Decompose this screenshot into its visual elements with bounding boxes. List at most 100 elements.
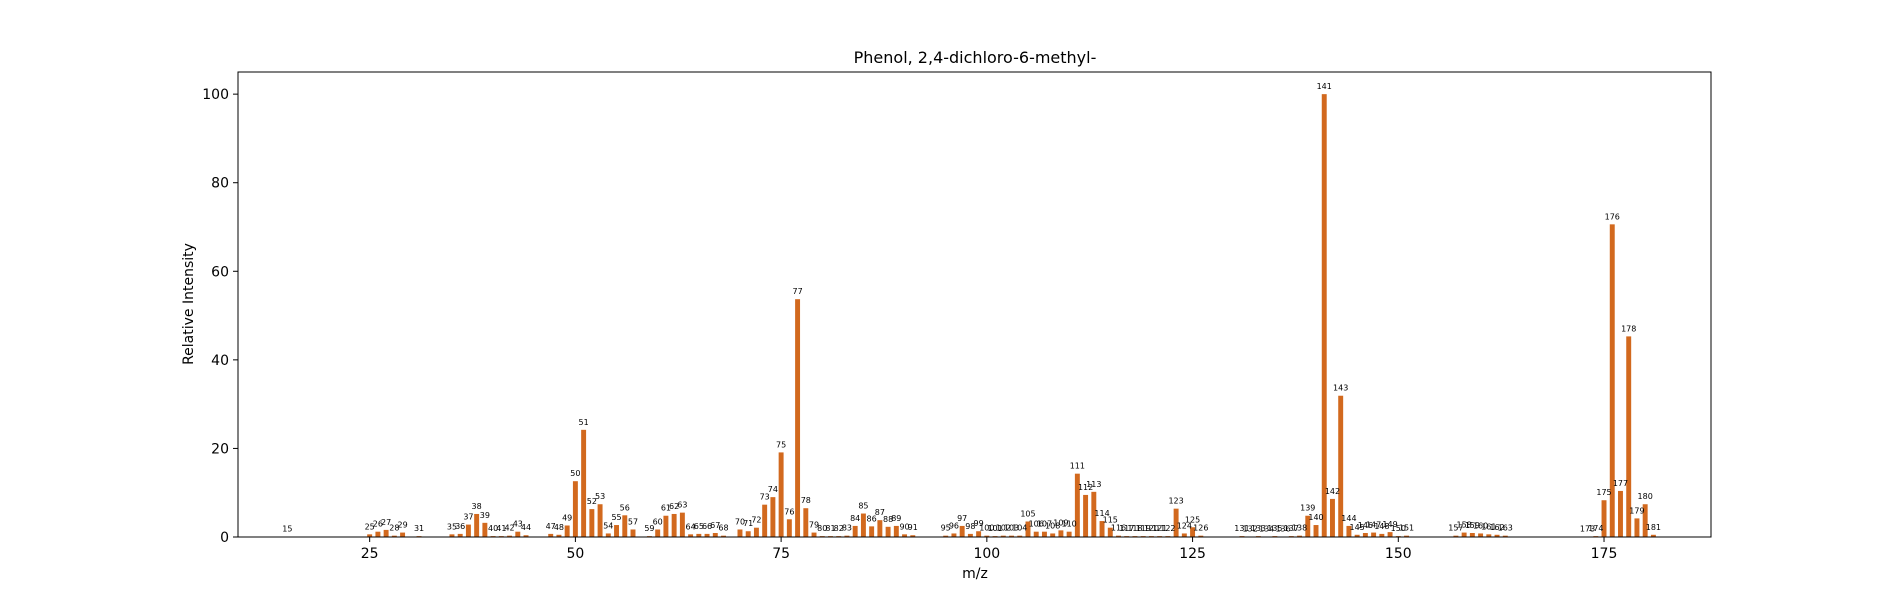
bar-mz-95: [943, 535, 949, 537]
bar-label-mz-70: 70: [735, 517, 745, 526]
bar-label-mz-83: 83: [842, 524, 852, 533]
y-tick-label: 40: [211, 353, 229, 369]
bar-label-mz-161: 161: [1481, 522, 1496, 531]
bar-mz-52: [589, 509, 595, 537]
bar-mz-36: [457, 533, 463, 537]
bar-mz-145: [1354, 534, 1360, 537]
bar-mz-151: [1404, 535, 1409, 537]
bar-label-mz-89: 89: [891, 514, 901, 523]
bar-label-mz-119: 119: [1136, 524, 1151, 533]
bar-mz-87: [877, 520, 883, 537]
bar-label-mz-150: 150: [1391, 524, 1406, 533]
bar-label-mz-174: 174: [1588, 524, 1603, 533]
bar-mz-108: [1050, 533, 1056, 537]
bar-label-mz-115: 115: [1103, 516, 1118, 525]
bar-label-mz-100: 100: [979, 524, 994, 533]
bar-label-mz-64: 64: [686, 522, 696, 531]
y-tick-label: 100: [202, 87, 229, 103]
bar-label-mz-137: 137: [1284, 524, 1299, 533]
bar-label-mz-133: 133: [1251, 524, 1266, 533]
bar-mz-175: [1601, 500, 1607, 537]
x-tick-label: 175: [1591, 546, 1618, 562]
bar-label-mz-60: 60: [653, 517, 663, 526]
bar-mz-57: [630, 529, 636, 537]
bar-label-mz-118: 118: [1127, 524, 1142, 533]
y-tick-label: 80: [211, 176, 229, 192]
bar-mz-142: [1329, 498, 1335, 537]
bar-mz-99: [976, 531, 982, 537]
bar-mz-102: [1000, 535, 1006, 537]
bar-label-mz-78: 78: [801, 496, 811, 505]
bar-mz-67: [712, 533, 718, 537]
bar-mz-44: [523, 535, 529, 537]
bar-label-mz-51: 51: [579, 418, 589, 427]
bar-label-mz-49: 49: [562, 513, 572, 522]
bar-label-mz-139: 139: [1300, 504, 1315, 513]
bar-mz-113: [1091, 491, 1097, 537]
bar-label-mz-181: 181: [1646, 523, 1661, 532]
bar-label-mz-135: 135: [1267, 524, 1282, 533]
bar-mz-107: [1041, 531, 1047, 537]
bar-mz-70: [737, 529, 743, 537]
bar-label-mz-25: 25: [365, 522, 375, 531]
bar-label-mz-103: 103: [1004, 524, 1019, 533]
bar-label-mz-106: 106: [1029, 520, 1044, 529]
bar-mz-75: [778, 452, 784, 537]
bar-label-mz-38: 38: [472, 502, 482, 511]
bar-mz-144: [1346, 525, 1352, 537]
bar-mz-162: [1494, 534, 1500, 537]
bar-label-mz-71: 71: [743, 519, 753, 528]
bar-label-mz-112: 112: [1078, 483, 1093, 492]
x-tick-label: 75: [772, 546, 790, 562]
bar-mz-64: [688, 534, 694, 537]
bar-mz-140: [1313, 525, 1319, 537]
bar-label-mz-124: 124: [1177, 521, 1192, 530]
bar-mz-27: [383, 529, 389, 537]
bar-label-mz-120: 120: [1144, 524, 1159, 533]
bars-group: [284, 94, 1656, 537]
bar-label-mz-177: 177: [1613, 479, 1628, 488]
bar-label-mz-113: 113: [1086, 480, 1101, 489]
bar-label-mz-50: 50: [570, 469, 580, 478]
bar-mz-161: [1486, 534, 1492, 537]
bar-mz-157: [1453, 535, 1459, 537]
bar-label-mz-176: 176: [1605, 212, 1620, 221]
bar-mz-180: [1642, 504, 1648, 537]
bar-label-mz-138: 138: [1292, 524, 1307, 533]
bar-label-mz-116: 116: [1111, 524, 1126, 533]
bar-label-mz-143: 143: [1333, 384, 1348, 393]
bar-mz-159: [1469, 533, 1475, 537]
bar-mz-49: [564, 525, 570, 537]
bar-mz-148: [1379, 533, 1385, 537]
bar-label-mz-141: 141: [1317, 82, 1332, 91]
bar-label-mz-178: 178: [1621, 324, 1636, 333]
bar-label-mz-145: 145: [1350, 523, 1365, 532]
bar-label-mz-180: 180: [1638, 492, 1653, 501]
bar-mz-143: [1338, 395, 1344, 537]
bar-label-mz-85: 85: [858, 502, 868, 511]
bar-mz-83: [844, 535, 850, 537]
bar-mz-42: [507, 535, 513, 537]
y-axis: 0 20 40 60 80 100: [202, 87, 238, 546]
bar-label-mz-149: 149: [1382, 520, 1397, 529]
bar-mz-89: [893, 525, 899, 537]
bar-label-mz-67: 67: [710, 521, 720, 530]
bar-label-mz-110: 110: [1061, 520, 1076, 529]
bar-mz-176: [1609, 224, 1615, 537]
bar-label-mz-88: 88: [883, 515, 893, 524]
bar-mz-115: [1107, 527, 1113, 537]
bar-mz-103: [1009, 535, 1014, 537]
bar-label-mz-97: 97: [957, 514, 967, 523]
bar-mz-62: [671, 513, 677, 537]
bar-label-mz-117: 117: [1119, 524, 1134, 533]
bar-mz-74: [770, 497, 776, 537]
bar-mz-79: [811, 532, 817, 537]
plot-frame: [237, 71, 1712, 538]
bar-label-mz-107: 107: [1037, 520, 1052, 529]
bar-label-mz-26: 26: [373, 520, 383, 529]
bar-label-mz-36: 36: [455, 522, 465, 531]
bar-mz-61: [663, 515, 669, 537]
bar-mz-56: [622, 515, 628, 537]
bar-label-mz-101: 101: [987, 524, 1002, 533]
bar-label-mz-95: 95: [941, 524, 951, 533]
